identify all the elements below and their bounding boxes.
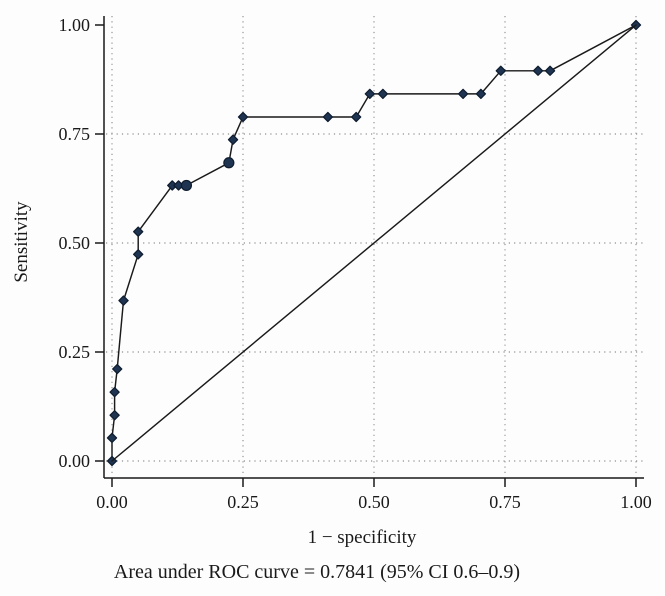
axis-ticks [95,24,637,487]
x-tick-label: 0.00 [96,492,128,512]
data-point-marker [237,111,249,123]
x-tick-label: 1.00 [620,492,652,512]
x-tick-label: 0.25 [227,492,259,512]
data-point-marker [109,410,120,421]
data-point-marker [106,432,118,444]
data-point-marker [223,157,235,169]
tick-labels: 0.00 0.25 0.50 0.75 1.00 0.00 0.25 0.50 0.75 1.00 [59,15,652,512]
data-point-marker [350,111,362,123]
y-tick-label: 0.75 [59,124,91,144]
data-point-marker [457,88,469,100]
y-tick-label: 1.00 [59,15,91,35]
data-point-marker [322,111,334,123]
data-point-marker [475,88,487,100]
data-point-marker [133,226,144,237]
auc-caption: Area under ROC curve = 0.7841 (95% CI 0.… [114,561,520,583]
data-point-marker [133,249,144,260]
data-point-marker [544,65,556,76]
data-point-marker [532,65,544,76]
x-tick-label: 0.75 [489,492,521,512]
reference-line [111,24,637,462]
data-point-marker [364,88,376,100]
y-tick-label: 0.25 [59,342,91,362]
data-point-marker [377,88,389,100]
data-point-marker [227,134,239,145]
gridlines [106,16,643,476]
y-axis-label: Sensitivity [11,201,32,283]
x-axis-label: 1 − specificity [308,527,417,548]
data-point-marker [109,386,120,398]
data-point-marker [112,363,123,375]
y-tick-label: 0.00 [59,451,91,471]
y-tick-label: 0.50 [59,233,91,253]
x-tick-label: 0.50 [358,492,390,512]
data-point-marker [118,295,129,306]
data-point-marker [495,65,507,76]
data-series [106,19,642,467]
data-point-marker [180,179,193,192]
